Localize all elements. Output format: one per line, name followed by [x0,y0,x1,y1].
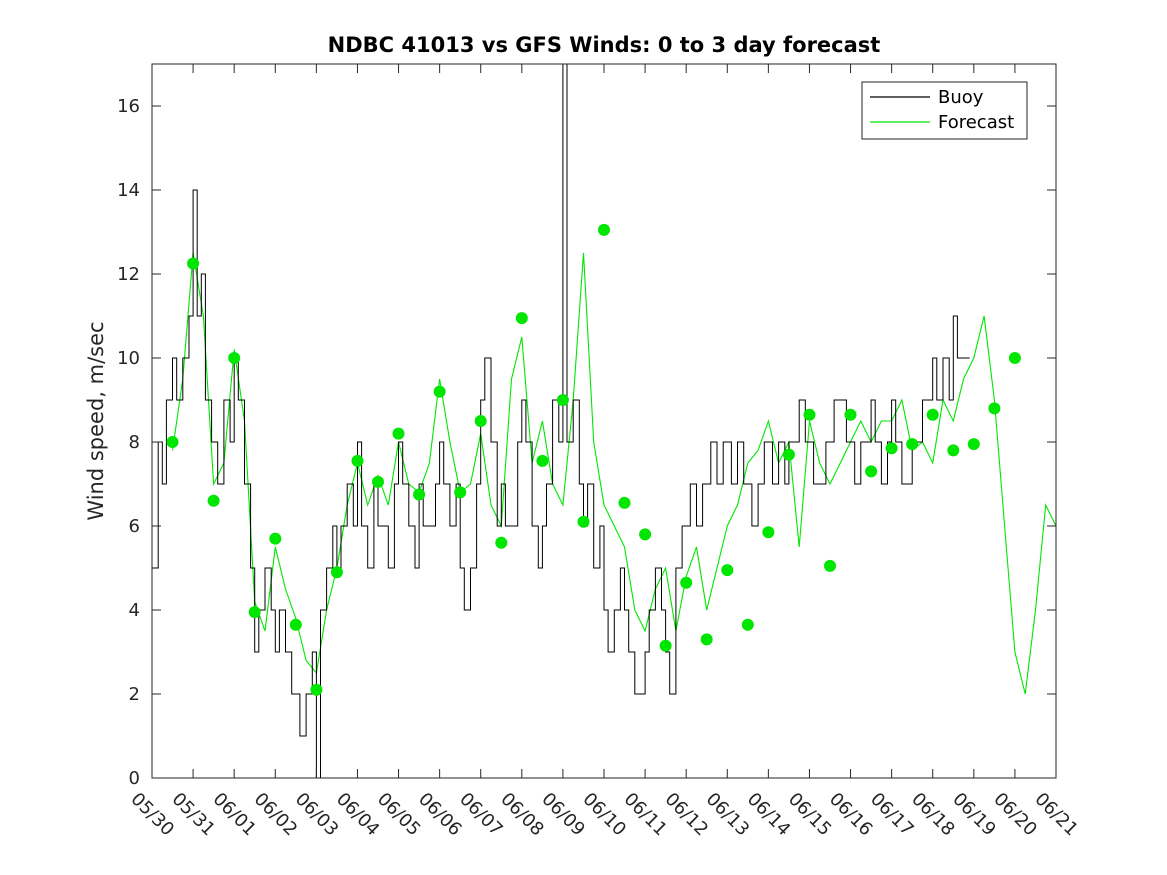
y-tick-label: 16 [117,96,140,117]
forecast-point [187,257,200,270]
forecast-point [988,402,1001,415]
forecast-point [433,385,446,398]
y-tick-label: 14 [117,180,140,201]
y-tick-label: 6 [129,516,140,537]
y-tick-label: 4 [129,600,140,621]
forecast-point [926,408,939,421]
forecast-point [885,442,898,455]
forecast-point [413,488,426,501]
series-layer [152,63,1057,779]
legend-box [861,81,1028,140]
forecast-point [269,532,282,545]
forecast-point [228,352,241,364]
forecast-point [803,408,816,421]
forecast-point [967,438,980,451]
forecast-point [474,415,487,427]
forecast-point [782,448,795,461]
forecast-point [372,475,384,488]
forecast-point [680,576,693,589]
forecast-point [721,564,734,577]
forecast-point [515,312,528,325]
y-tick-label: 0 [129,768,140,789]
forecast-point [659,639,672,652]
buoy-series-line [152,63,970,779]
forecast-point [310,683,323,696]
forecast-point [351,454,364,467]
forecast-point [762,526,775,539]
forecast-point [618,496,631,509]
forecast-point [166,436,179,448]
y-tick-label: 12 [117,264,140,285]
forecast-point [598,223,610,236]
y-tick-label: 10 [117,348,140,369]
forecast-point [392,427,405,440]
forecast-point [556,394,569,406]
forecast-point [1008,352,1021,364]
forecast-point [844,408,857,421]
forecast-point [330,566,343,579]
forecast-point [906,438,919,451]
chart-title: NDBC 41013 vs GFS Winds: 0 to 3 day fore… [328,33,881,57]
legend-forecast-label: Forecast [938,112,1014,133]
forecast-point [947,444,960,457]
forecast-point [639,528,652,541]
forecast-point [824,559,836,572]
forecast-point [577,515,590,528]
forecast-point [454,486,467,499]
forecast-series-line [171,252,1057,695]
forecast-point [700,633,713,646]
y-tick-label: 2 [129,684,140,705]
forecast-point [536,454,549,467]
forecast-point [741,618,754,631]
legend: Buoy Forecast [861,81,1028,140]
forecast-point [865,465,878,478]
forecast-point [289,618,302,631]
forecast-points-layer [166,223,1021,696]
forecast-point [495,536,508,549]
plot-area [152,64,1056,778]
legend-buoy-label: Buoy [938,87,984,108]
y-axis-label: Wind speed, m/sec [84,321,108,520]
y-tick-label: 8 [129,432,140,453]
forecast-point [248,606,261,619]
forecast-point [207,494,220,507]
